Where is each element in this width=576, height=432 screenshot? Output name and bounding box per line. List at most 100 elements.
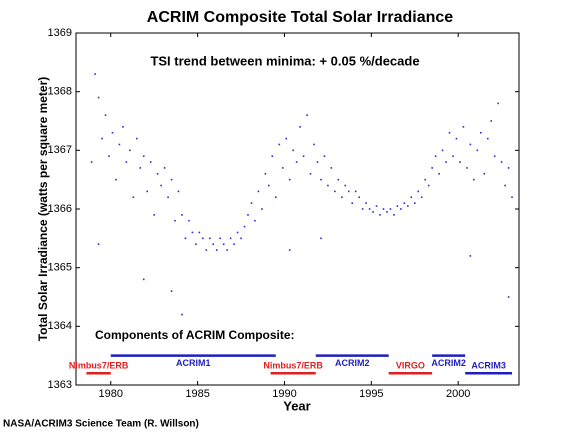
point: [341, 196, 343, 199]
point: [306, 114, 308, 116]
point: [146, 190, 149, 193]
point: [156, 173, 159, 175]
y-tick-label: 1366: [48, 203, 72, 215]
point: [420, 196, 423, 199]
point: [101, 137, 103, 140]
point: [198, 231, 201, 234]
point: [334, 190, 336, 193]
point: [507, 296, 510, 298]
point: [160, 184, 162, 187]
point: [493, 155, 496, 157]
point: [149, 161, 152, 163]
point: [473, 178, 475, 181]
point: [288, 178, 291, 181]
point: [205, 249, 208, 251]
x-tick-label: 1995: [359, 388, 383, 400]
components-title: Components of ACRIM Composite:: [95, 328, 295, 342]
point: [281, 167, 284, 169]
x-tick-label: 1985: [185, 388, 209, 400]
point: [413, 202, 416, 204]
y-tick-label: 1365: [48, 262, 72, 274]
x-tick-label: 1990: [272, 388, 296, 400]
point: [257, 190, 260, 193]
point: [188, 219, 190, 222]
point: [448, 131, 451, 134]
point: [330, 167, 333, 169]
point: [386, 211, 388, 213]
point: [170, 178, 173, 181]
x-tick-label: 2000: [446, 388, 470, 400]
point: [396, 205, 399, 207]
point: [212, 243, 215, 245]
point: [320, 178, 322, 181]
point: [511, 196, 513, 199]
point: [407, 205, 409, 207]
point: [295, 161, 298, 163]
point: [167, 196, 169, 199]
point: [136, 137, 138, 140]
point: [247, 214, 249, 216]
point: [504, 184, 506, 187]
point: [226, 249, 228, 251]
point: [316, 161, 319, 163]
y-tick-label: 1364: [48, 320, 72, 332]
point: [459, 161, 461, 163]
point: [389, 208, 392, 210]
point: [174, 219, 176, 222]
point: [469, 143, 472, 146]
point: [142, 155, 145, 157]
point: [274, 196, 277, 199]
y-axis-label: Total Solar Irradiance (watts per square…: [36, 77, 50, 342]
point: [292, 149, 294, 152]
component-label: Nimbus7/ERB: [69, 361, 129, 371]
x-axis-label: Year: [283, 398, 310, 413]
point: [94, 73, 96, 75]
point: [111, 131, 114, 134]
point: [285, 137, 288, 140]
point: [236, 231, 239, 234]
point: [264, 173, 267, 175]
point: [469, 255, 472, 257]
point: [375, 205, 378, 207]
point: [424, 178, 426, 181]
point: [466, 167, 468, 169]
component-label: ACRIM2: [431, 358, 466, 368]
point: [507, 167, 510, 169]
point: [382, 208, 385, 210]
point: [268, 184, 270, 187]
component-label: ACRIM2: [335, 358, 370, 368]
point: [170, 290, 173, 292]
point: [500, 161, 503, 163]
point: [125, 161, 128, 163]
point: [427, 184, 430, 187]
point: [243, 225, 246, 228]
x-tick-label: 1980: [99, 388, 123, 400]
point: [337, 178, 340, 181]
point: [479, 131, 482, 134]
point: [327, 184, 329, 187]
point: [153, 214, 155, 216]
point: [497, 102, 499, 105]
point: [254, 219, 256, 222]
point: [351, 202, 354, 204]
point: [302, 155, 305, 157]
point: [486, 137, 489, 140]
y-tick-label: 1369: [48, 27, 72, 39]
point: [431, 167, 433, 169]
point: [361, 208, 364, 210]
point: [222, 243, 225, 245]
point: [288, 249, 291, 251]
point: [240, 237, 242, 240]
point: [97, 96, 100, 99]
point: [122, 126, 124, 128]
point: [132, 196, 135, 199]
point: [309, 173, 312, 175]
point: [358, 196, 360, 199]
point: [250, 202, 253, 204]
point: [393, 214, 395, 216]
point: [139, 167, 142, 169]
point: [403, 202, 406, 204]
point: [445, 161, 447, 163]
component-label: ACRIM3: [471, 361, 506, 371]
point: [313, 143, 315, 146]
